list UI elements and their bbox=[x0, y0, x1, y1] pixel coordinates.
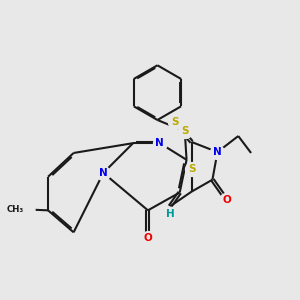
Text: O: O bbox=[143, 233, 152, 243]
Text: N: N bbox=[213, 147, 222, 157]
Text: S: S bbox=[171, 117, 178, 128]
Text: CH₃: CH₃ bbox=[6, 205, 24, 214]
Text: S: S bbox=[181, 126, 188, 136]
Text: N: N bbox=[99, 168, 108, 178]
Text: H: H bbox=[166, 209, 174, 219]
Text: O: O bbox=[222, 195, 231, 205]
Text: S: S bbox=[188, 164, 195, 174]
Text: N: N bbox=[155, 138, 164, 148]
